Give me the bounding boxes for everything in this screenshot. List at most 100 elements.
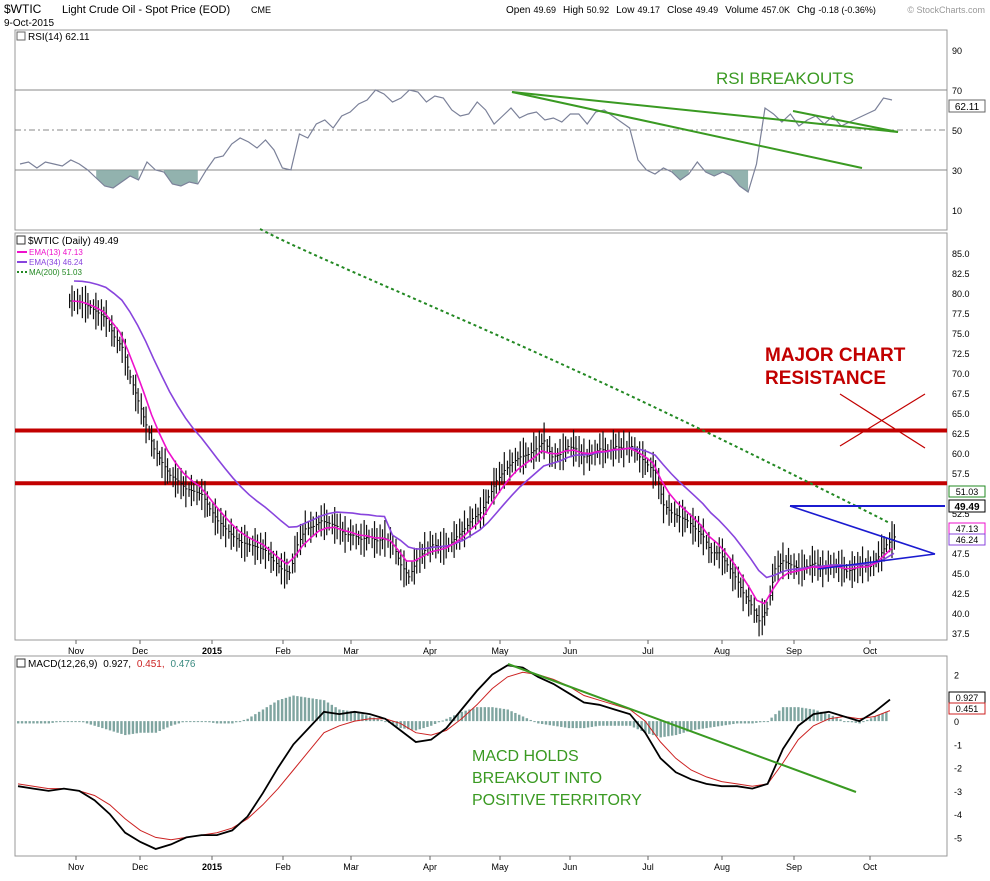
macd-hist-bar <box>671 721 674 736</box>
macd-hist-bar <box>166 721 169 728</box>
macd-hist-bar <box>560 721 563 727</box>
price-tick-label: 37.5 <box>952 629 970 639</box>
macd-hist-bar <box>648 721 651 734</box>
macd-hist-bar <box>189 721 192 723</box>
resistance-annotation-2: RESISTANCE <box>765 368 886 389</box>
macd-histogram <box>17 695 888 738</box>
macd-hist-bar <box>24 721 28 724</box>
macd-hist-bar <box>288 696 291 722</box>
macd-hist-bar <box>403 721 406 729</box>
macd-hist-bar <box>82 721 85 723</box>
macd-hist-bar <box>269 704 272 722</box>
macd-hist-bar <box>544 721 548 725</box>
macd-hist-bar <box>296 696 299 722</box>
macd-month-label: Apr <box>423 862 437 872</box>
macd-hist-bar <box>66 721 70 723</box>
macd-hist-bar <box>200 721 203 723</box>
macd-hist-bar <box>563 721 567 728</box>
ohlc-readout: Open 49.69 High 50.92 Low 49.17 Close 49.49 Volu… <box>506 5 876 16</box>
macd-tick-label: -5 <box>954 833 962 843</box>
macd-hist-bar <box>781 707 785 722</box>
macd-hist-bar <box>89 721 93 725</box>
ohlc-label-2: Low <box>616 5 635 16</box>
macd-hist-bar <box>850 721 854 723</box>
price-month-label: Jul <box>642 646 654 656</box>
macd-hist-bar <box>380 719 383 722</box>
macd-legend: MACD(12,26,9) 0.927, 0.451, 0.476 <box>28 659 196 670</box>
macd-legend-value: 0.927, <box>103 659 131 670</box>
price-frame <box>14 232 948 641</box>
price-month-label: Mar <box>343 646 359 656</box>
macd-hist-bar <box>628 721 632 726</box>
rsi-tick-label: 30 <box>952 166 962 176</box>
macd-hist-bar <box>158 721 161 731</box>
macd-hist-bar <box>846 721 850 723</box>
macd-hist-bar <box>357 712 360 722</box>
macd-hist-bar <box>674 721 678 736</box>
macd-signal-line <box>17 671 891 841</box>
macd-hist-bar <box>724 721 727 726</box>
macd-hist-bar <box>162 721 165 730</box>
macd-hist-bar <box>372 717 376 722</box>
macd-hist-bar <box>311 698 314 722</box>
macd-hist-bar <box>277 700 280 722</box>
macd-hist-bar <box>487 707 490 722</box>
rsi-trendline-2 <box>511 91 863 169</box>
macd-hist-bar <box>150 721 154 733</box>
macd-hist-bar <box>437 721 441 723</box>
macd-hist-bar <box>495 707 498 722</box>
macd-hist-bar <box>265 707 268 722</box>
macd-hist-bar <box>506 709 509 722</box>
ohlc-value-0: 49.69 <box>533 5 556 15</box>
macd-hist-bar <box>682 721 685 733</box>
macd-hist-bar <box>32 721 35 724</box>
price-month-label: Dec <box>132 646 149 656</box>
macd-line <box>17 664 891 850</box>
macd-hist-bar <box>713 721 716 727</box>
price-tick-label: 82.5 <box>952 269 970 279</box>
macd-hist-bar <box>793 707 796 722</box>
macd-hist-bar <box>751 721 754 724</box>
macd-hist-bar <box>885 711 888 722</box>
macd-hist-bar <box>548 721 552 726</box>
macd-hist-bar <box>104 721 108 730</box>
ema34-value-tag <box>948 533 986 546</box>
macd-hist-bar <box>521 716 525 722</box>
macd-hist-bar <box>395 721 399 727</box>
macd-annotation-2: BREAKOUT INTO <box>472 770 602 787</box>
macd-hist-bar <box>728 721 731 725</box>
macd-hist-bar <box>93 721 96 726</box>
macd-hist-bar <box>797 707 800 722</box>
rsi-trendline-1 <box>511 91 899 133</box>
macd-hist-bar <box>475 707 479 722</box>
macd-hist-bar <box>762 721 766 723</box>
macd-hist-bar <box>586 721 590 728</box>
chart-name: Light Crude Oil - Spot Price (EOD) <box>62 4 230 16</box>
macd-tick-label: 0 <box>954 717 959 727</box>
macd-hist-bar <box>613 721 617 726</box>
macd-month-label: 2015 <box>202 862 222 872</box>
price-tick-label: 77.5 <box>952 309 970 319</box>
price-tick-label: 65.0 <box>952 409 970 419</box>
ohlc-label-5: Chg <box>797 5 815 16</box>
price-month-label: Sep <box>786 646 802 656</box>
macd-hist-bar <box>862 721 865 723</box>
macd-month-label: Nov <box>68 862 85 872</box>
price-tick-label: 85.0 <box>952 249 970 259</box>
macd-hist-bar <box>602 721 605 726</box>
price-month-label: 2015 <box>202 646 222 656</box>
price-legend: $WTIC (Daily) 49.49 <box>28 236 119 247</box>
macd-tick-label: 2 <box>954 671 959 681</box>
macd-hist-bar <box>594 721 597 727</box>
macd-hist-bar <box>464 710 467 722</box>
macd-hist-bar <box>720 721 724 726</box>
macd-hist-bar <box>804 708 808 722</box>
macd-month-label: Feb <box>275 862 291 872</box>
macd-hist-bar <box>739 721 743 724</box>
price-tick-label: 70.0 <box>952 369 970 379</box>
price-tick-label: 67.5 <box>952 389 970 399</box>
macd-hist-bar <box>617 721 620 726</box>
ohlc-label-1: High <box>563 5 584 16</box>
macd-hist-bar <box>108 721 112 731</box>
chart-exchange: CME <box>251 5 271 15</box>
